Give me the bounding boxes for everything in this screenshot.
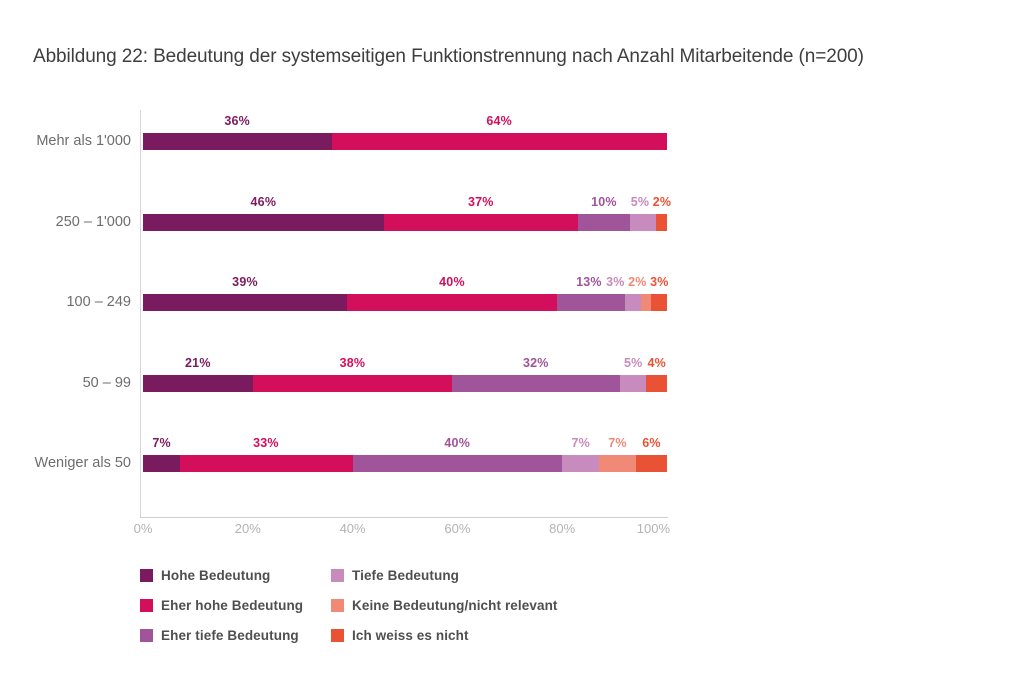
category-label: 100 – 249	[66, 294, 131, 310]
legend: Hohe Bedeutung Eher hohe Bedeutung Eher ti…	[140, 568, 760, 663]
legend-label: Keine Bedeutung/nicht relevant	[352, 598, 558, 613]
x-axis-tick-label: 80%	[549, 521, 576, 536]
bar-segment-hohe-bedeutung	[143, 213, 385, 231]
legend-item: Eher hohe Bedeutung	[140, 598, 303, 613]
bar-value-labels: 46% 37% 10% 5% 2%	[143, 194, 671, 211]
x-axis-tick-label: 20%	[234, 521, 261, 536]
segment-value-label: 33%	[253, 436, 279, 450]
bar-value-labels: 7% 33% 40% 7% 7% 6%	[143, 436, 667, 452]
segment-value-label: 38%	[339, 355, 366, 370]
segment-value-label: 5%	[623, 355, 643, 370]
bar-value-labels: 39% 40% 13% 3% 2% 3%	[143, 275, 669, 291]
legend-swatch-keine-bedeutung-nicht-relevant	[331, 599, 344, 612]
segment-value-label: 39%	[232, 275, 258, 289]
segment-value-label: 3%	[606, 275, 625, 289]
bar-row	[143, 133, 667, 150]
x-axis-tick-label: 60%	[444, 521, 471, 536]
x-axis-tick-label: 40%	[339, 521, 366, 536]
segment-value-label: 40%	[444, 436, 471, 450]
segment-value-label: 36%	[224, 114, 250, 128]
legend-item: Eher tiefe Bedeutung	[140, 628, 299, 643]
bar-segment-hohe-bedeutung	[143, 133, 332, 150]
segment-value-label: 10%	[591, 194, 617, 209]
category-label: 50 – 99	[82, 374, 131, 391]
category-label: Mehr als 1'000	[36, 133, 131, 149]
segment-value-label: 4%	[647, 355, 666, 370]
legend-label: Tiefe Bedeutung	[352, 568, 460, 583]
bar-segment-tiefe-bedeutung	[619, 374, 646, 392]
legend-label: Ich weiss es nicht	[352, 628, 469, 643]
x-axis-tick-label: 100%	[636, 521, 670, 536]
segment-value-label: 7%	[152, 436, 171, 450]
legend-item: Tiefe Bedeutung	[331, 568, 459, 583]
legend-swatch-tiefe-bedeutung	[331, 569, 344, 582]
legend-item: Keine Bedeutung/nicht relevant	[331, 598, 558, 613]
bar-segment-tiefe-bedeutung	[625, 294, 641, 311]
bar-segment-hohe-bedeutung	[143, 374, 254, 392]
segment-value-label: 3%	[650, 275, 669, 289]
legend-item: Hohe Bedeutung	[140, 568, 270, 583]
segment-value-label: 2%	[628, 275, 647, 289]
legend-label: Eher tiefe Bedeutung	[161, 628, 299, 643]
segment-value-label: 64%	[486, 114, 512, 128]
legend-label: Hohe Bedeutung	[161, 568, 271, 583]
bar-segment-ich-weiss-es-nicht	[656, 213, 667, 231]
legend-swatch-ich-weiss-es-nicht	[331, 629, 344, 642]
bar-row	[143, 374, 667, 392]
bar-segment-eher-hohe-bedeutung	[179, 455, 353, 472]
bar-segment-ich-weiss-es-nicht	[635, 455, 667, 472]
bar-row	[143, 455, 667, 472]
x-axis-line	[140, 517, 668, 518]
bar-segment-tiefe-bedeutung	[562, 455, 599, 472]
x-axis-tick-label: 0%	[133, 521, 153, 536]
bar-segment-keine-bedeutung-nicht-relevant	[640, 294, 652, 311]
category-label: Weniger als 50	[34, 455, 131, 471]
segment-value-label: 13%	[576, 275, 602, 289]
segment-value-label: 21%	[185, 355, 211, 370]
segment-value-label: 5%	[630, 194, 650, 209]
bar-segment-eher-hohe-bedeutung	[384, 213, 578, 231]
bar-segment-hohe-bedeutung	[143, 294, 348, 311]
bar-segment-ich-weiss-es-nicht	[646, 374, 667, 392]
bar-segment-keine-bedeutung-nicht-relevant	[598, 455, 636, 472]
legend-swatch-hohe-bedeutung	[140, 569, 153, 582]
bar-value-labels: 36% 64%	[143, 114, 667, 130]
bar-segment-ich-weiss-es-nicht	[651, 294, 667, 311]
legend-item: Ich weiss es nicht	[331, 628, 469, 643]
segment-value-label: 40%	[439, 275, 465, 289]
legend-swatch-eher-tiefe-bedeutung	[140, 629, 153, 642]
bar-segment-hohe-bedeutung	[143, 455, 180, 472]
bar-row	[143, 213, 667, 231]
bar-segment-eher-hohe-bedeutung	[253, 374, 453, 392]
y-axis-line	[140, 110, 141, 518]
segment-value-label: 32%	[523, 355, 549, 370]
segment-value-label: 7%	[608, 436, 627, 450]
bar-segment-eher-tiefe-bedeutung	[577, 213, 631, 231]
bar-segment-eher-tiefe-bedeutung	[352, 455, 563, 472]
bar-segment-eher-tiefe-bedeutung	[452, 374, 620, 392]
segment-value-label: 2%	[652, 194, 672, 209]
chart-title: Abbildung 22: Bedeutung der systemseitig…	[33, 46, 864, 67]
segment-value-label: 46%	[250, 194, 277, 209]
bar-row	[143, 294, 667, 311]
bar-value-labels: 21% 38% 32% 5% 4%	[143, 356, 667, 372]
bar-segment-eher-hohe-bedeutung	[347, 294, 557, 311]
bar-segment-tiefe-bedeutung	[630, 213, 657, 231]
legend-label: Eher hohe Bedeutung	[161, 598, 304, 613]
legend-swatch-eher-hohe-bedeutung	[140, 599, 153, 612]
x-axis: 0% 20% 40% 60% 80% 100%	[134, 521, 670, 537]
segment-value-label: 6%	[642, 436, 661, 450]
segment-value-label: 37%	[467, 194, 494, 209]
bar-segment-eher-tiefe-bedeutung	[556, 294, 626, 311]
bar-segment-eher-hohe-bedeutung	[331, 133, 667, 150]
category-label: 250 – 1'000	[55, 213, 131, 230]
segment-value-label: 7%	[571, 436, 590, 450]
